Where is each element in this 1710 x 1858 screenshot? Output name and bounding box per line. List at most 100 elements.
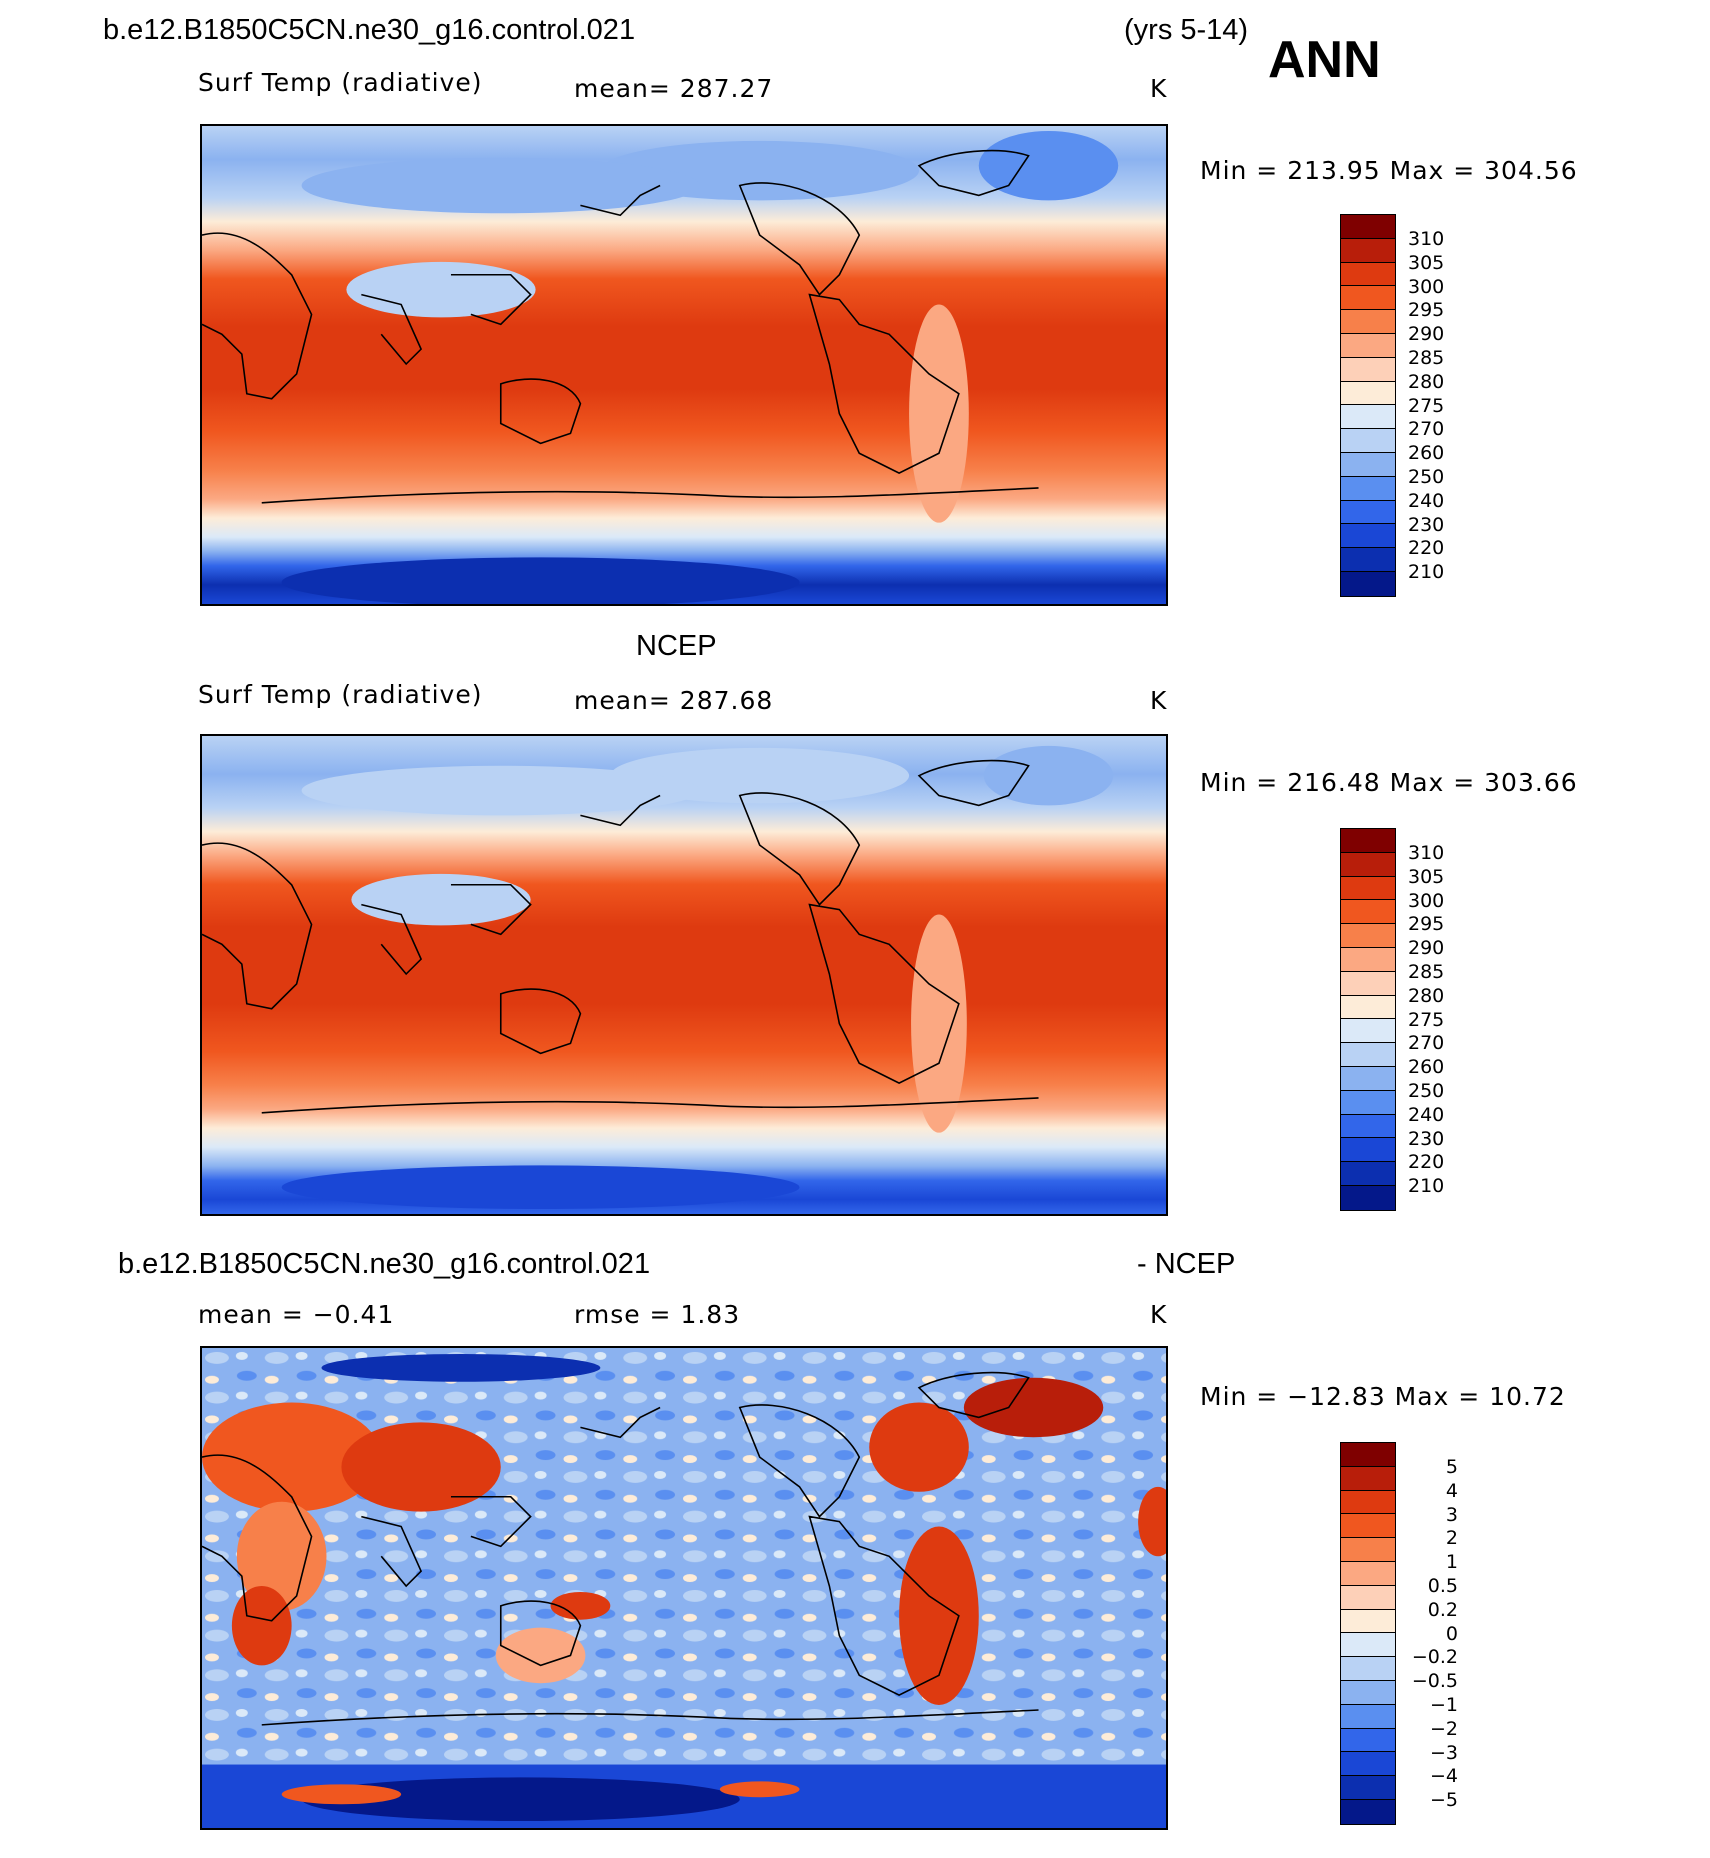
- colorbar-swatch: [1341, 1657, 1395, 1681]
- colorbar-tick-label: −4: [1429, 1765, 1458, 1788]
- colorbar-swatch: [1341, 1019, 1395, 1044]
- colorbar-swatch: [1341, 1752, 1395, 1777]
- colorbar-swatch: [1341, 310, 1395, 334]
- colorbar-swatch: [1341, 1680, 1395, 1705]
- colorbar-tick-label: 250: [1408, 1080, 1445, 1102]
- colorbar-tick-label: 280: [1408, 370, 1445, 393]
- colorbar-swatch: [1341, 852, 1395, 877]
- colorbar-tick-label: 300: [1408, 275, 1445, 298]
- colorbar-swatch: [1341, 429, 1395, 453]
- colorbar-swatch: [1341, 1066, 1395, 1091]
- colorbar-tick-label: 310: [1408, 842, 1445, 864]
- colorbar-tick-label: −0.2: [1411, 1646, 1458, 1669]
- colorbar-swatch: [1341, 1561, 1395, 1586]
- colorbar-tick-label: 280: [1408, 984, 1445, 1007]
- panel3-colorbar: [1340, 1442, 1396, 1825]
- colorbar-swatch: [1341, 1704, 1395, 1729]
- colorbar-tick-label: 4: [1445, 1479, 1458, 1502]
- colorbar-swatch: [1341, 1162, 1395, 1186]
- colorbar-tick-label: 290: [1408, 937, 1445, 960]
- colorbar-swatch: [1341, 876, 1395, 901]
- colorbar-tick-label: 220: [1408, 1151, 1445, 1174]
- greenland-cold-region: [978, 130, 1119, 201]
- colorbar-swatch: [1341, 215, 1395, 239]
- panel2-units-label: K: [1150, 686, 1168, 715]
- colorbar-tick-label: 275: [1408, 394, 1445, 417]
- colorbar-tick-label: 305: [1408, 865, 1445, 888]
- colorbar-tick-label: 310: [1408, 228, 1445, 250]
- colorbar-tick-label: 285: [1408, 961, 1445, 983]
- colorbar-swatch: [1341, 381, 1395, 406]
- colorbar-tick-label: −1: [1429, 1694, 1458, 1716]
- colorbar-swatch: [1341, 1776, 1395, 1800]
- panel3-mean-label: mean = −0.41: [198, 1300, 395, 1329]
- panel2-variable-label: Surf Temp (radiative): [198, 680, 483, 709]
- panel1-mean-label: mean= 287.27: [574, 74, 774, 103]
- panel3-difference-map: [200, 1346, 1168, 1830]
- colorbar-swatch: [1341, 1090, 1395, 1115]
- colorbar-swatch: [1341, 1114, 1395, 1139]
- colorbar-tick-label: 295: [1408, 299, 1445, 322]
- colorbar-tick-label: 295: [1408, 913, 1445, 936]
- panel2-colorbar: [1340, 828, 1396, 1211]
- colorbar-tick-label: 240: [1408, 489, 1445, 512]
- colorbar-tick-label: 230: [1408, 1127, 1445, 1150]
- colorbar-swatch: [1341, 1514, 1395, 1539]
- panel3-title-left: b.e12.B1850C5CN.ne30_g16.control.021: [118, 1248, 651, 1280]
- colorbar-swatch: [1341, 995, 1395, 1020]
- colorbar-swatch: [1341, 405, 1395, 430]
- colorbar-swatch: [1341, 286, 1395, 311]
- panel1-units-label: K: [1150, 74, 1168, 103]
- colorbar-swatch: [1341, 476, 1395, 501]
- panel3-title-right: - NCEP: [1137, 1248, 1236, 1280]
- colorbar-tick-label: 270: [1408, 418, 1445, 441]
- panel2-minmax-label: Min = 216.48 Max = 303.66: [1200, 768, 1578, 797]
- colorbar-swatch: [1341, 900, 1395, 925]
- panel1-variable-label: Surf Temp (radiative): [198, 68, 483, 97]
- colorbar-swatch: [1341, 1585, 1395, 1610]
- colorbar-swatch: [1341, 452, 1395, 477]
- colorbar-swatch: [1341, 1443, 1395, 1467]
- panel1-map: [200, 124, 1168, 606]
- colorbar-tick-label: 0.2: [1427, 1598, 1458, 1621]
- case-name-title: b.e12.B1850C5CN.ne30_g16.control.021: [103, 14, 636, 46]
- colorbar-tick-label: −3: [1429, 1741, 1458, 1764]
- colorbar-tick-label: 290: [1408, 323, 1445, 346]
- colorbar-tick-label: 3: [1445, 1503, 1458, 1526]
- colorbar-swatch: [1341, 1609, 1395, 1634]
- colorbar-tick-label: 230: [1408, 513, 1445, 536]
- colorbar-tick-label: 0: [1445, 1622, 1458, 1645]
- colorbar-tick-label: 1: [1445, 1551, 1458, 1574]
- colorbar-tick-label: 250: [1408, 466, 1445, 488]
- panel2-mean-label: mean= 287.68: [574, 686, 774, 715]
- colorbar-tick-label: 5: [1445, 1456, 1458, 1478]
- colorbar-tick-label: 220: [1408, 537, 1445, 560]
- colorbar-swatch: [1341, 357, 1395, 382]
- colorbar-tick-label: 305: [1408, 251, 1445, 274]
- panel1-minmax-label: Min = 213.95 Max = 304.56: [1200, 156, 1578, 185]
- panel2-map: [200, 734, 1168, 1216]
- colorbar-swatch: [1341, 947, 1395, 972]
- colorbar-swatch: [1341, 1138, 1395, 1163]
- colorbar-tick-label: −2: [1429, 1717, 1458, 1740]
- colorbar-tick-label: 300: [1408, 889, 1445, 912]
- colorbar-tick-label: 240: [1408, 1103, 1445, 1126]
- colorbar-tick-label: 210: [1408, 561, 1445, 584]
- colorbar-swatch: [1341, 1043, 1395, 1067]
- colorbar-tick-label: 260: [1408, 442, 1445, 465]
- colorbar-tick-label: 0.5: [1427, 1575, 1458, 1597]
- colorbar-swatch: [1341, 1799, 1395, 1824]
- colorbar-swatch: [1341, 333, 1395, 358]
- colorbar-swatch: [1341, 1466, 1395, 1491]
- panel3-minmax-label: Min = −12.83 Max = 10.72: [1200, 1382, 1566, 1411]
- colorbar-tick-label: 275: [1408, 1008, 1445, 1031]
- season-label: ANN: [1268, 31, 1381, 89]
- years-label: (yrs 5-14): [1124, 14, 1249, 46]
- colorbar-swatch: [1341, 1633, 1395, 1658]
- colorbar-swatch: [1341, 500, 1395, 525]
- colorbar-swatch: [1341, 524, 1395, 549]
- colorbar-swatch: [1341, 971, 1395, 996]
- colorbar-tick-label: 260: [1408, 1056, 1445, 1079]
- colorbar-swatch: [1341, 1538, 1395, 1562]
- colorbar-tick-label: −5: [1429, 1789, 1458, 1812]
